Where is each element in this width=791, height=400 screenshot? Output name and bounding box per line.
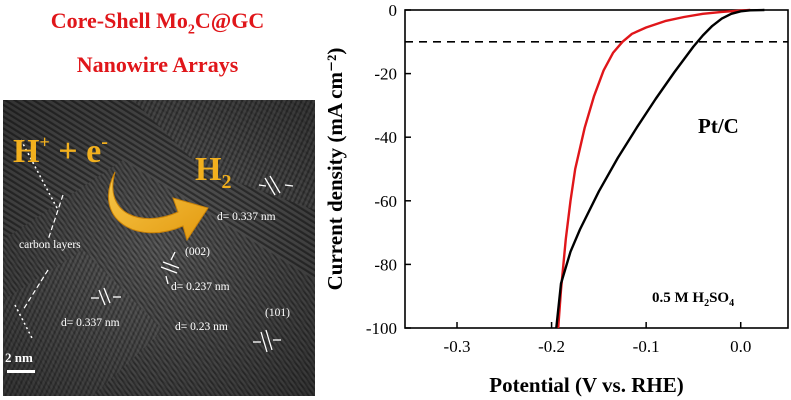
reaction-plus-e: + e <box>50 133 101 170</box>
y-tick-label: -80 <box>374 255 397 274</box>
label-carbon-layers: carbon layers <box>19 239 81 251</box>
tem-micrograph: H+ + e- H2 carbon layers d= 0.337 nm (00… <box>3 100 315 396</box>
plot-frame <box>404 9 789 329</box>
y-axis-label: Current density (mA cm⁻²) <box>323 48 347 291</box>
annotation-pt-c: Pt/C <box>698 114 739 138</box>
curved-arrow-icon <box>108 171 209 242</box>
x-tick-label: -0.1 <box>633 337 660 356</box>
polarization-chart: -0.3 -0.2 -0.1 0.0 0 -20 -40 -60 -80 -100 Current… <box>323 1 789 397</box>
product-sub: 2 <box>221 171 231 193</box>
label-plane-002: (002) <box>185 246 210 258</box>
y-tick-label: -60 <box>374 192 397 211</box>
electrolyte-a: 0.5 M H <box>652 290 704 306</box>
x-axis-label: Potential (V vs. RHE) <box>489 373 683 397</box>
y-tick-label: -40 <box>374 128 397 147</box>
label-d-top: d= 0.337 nm <box>217 211 276 223</box>
x-tick-label: -0.3 <box>444 337 471 356</box>
label-d-left: d= 0.337 nm <box>61 317 120 329</box>
x-tick-label: -0.2 <box>538 337 565 356</box>
y-tick-label: 0 <box>389 1 398 20</box>
label-d-bottom: d= 0.23 nm <box>175 321 228 333</box>
figure-title-line1: Core-Shell Mo2C@GC <box>0 8 315 38</box>
title-text-c: Nanowire Arrays <box>76 52 239 77</box>
y-tick-label: -100 <box>366 319 397 338</box>
scale-bar <box>7 370 35 373</box>
x-tick-label: 0.0 <box>730 337 751 356</box>
series-group <box>555 8 765 329</box>
figure-title-line2: Nanowire Arrays <box>0 52 315 78</box>
electrolyte-sub1: 2 <box>704 298 709 309</box>
scale-bar-label: 2 nm <box>5 350 33 365</box>
reaction-h: H <box>13 133 39 170</box>
reaction-minus-sup: - <box>101 131 108 153</box>
series-line-mo2c-gc <box>557 8 751 329</box>
y-tick-label: -20 <box>374 65 397 84</box>
product-h: H <box>195 151 221 188</box>
reaction-reactants: H+ + e- <box>13 131 108 170</box>
label-plane-101: (101) <box>265 307 290 319</box>
title-text-b: C@GC <box>194 8 265 33</box>
series-line-pt-c <box>555 8 765 329</box>
title-text-a: Core-Shell Mo <box>50 8 188 33</box>
electrolyte-sub2: 4 <box>729 298 734 309</box>
ticks-group: -0.3 -0.2 -0.1 0.0 0 -20 -40 -60 -80 -100 <box>366 1 752 356</box>
reaction-plus-sup: + <box>39 132 49 152</box>
title-subscript: 2 <box>187 22 195 38</box>
label-d-mid: d= 0.237 nm <box>171 281 230 293</box>
electrolyte-b: SO <box>709 290 729 306</box>
reaction-product: H2 <box>195 151 231 193</box>
annotation-electrolyte: 0.5 M H2SO4 <box>652 290 734 309</box>
